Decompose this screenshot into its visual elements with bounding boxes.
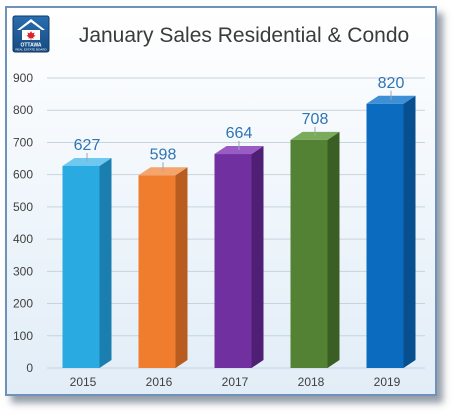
value-label: 664 xyxy=(226,125,253,142)
bar-front xyxy=(366,103,404,369)
bar-side xyxy=(251,146,264,368)
x-tick-label: 2017 xyxy=(222,375,249,389)
bar-front xyxy=(214,154,252,368)
bar-2018 xyxy=(290,131,340,368)
bar-side xyxy=(99,157,112,368)
y-tick-label: 700 xyxy=(13,135,33,149)
value-labels: 627 598 664 708 820 xyxy=(74,75,405,172)
chart-frame: OTTAWA REAL ESTATE BOARD January Sales R… xyxy=(5,6,437,396)
chart-title: January Sales Residential & Condo xyxy=(79,24,409,47)
bar-2017 xyxy=(214,146,264,368)
ottawa-real-estate-board-logo: OTTAWA REAL ESTATE BOARD xyxy=(12,15,50,53)
y-tick-label: 300 xyxy=(13,264,33,278)
x-tick-label: 2015 xyxy=(70,375,97,389)
bar-front xyxy=(290,139,328,368)
value-label: 598 xyxy=(150,146,177,163)
bar-front xyxy=(62,165,100,368)
bar-front xyxy=(138,175,176,368)
bar-2019 xyxy=(366,95,416,369)
y-tick-label: 900 xyxy=(13,71,33,85)
value-label: 820 xyxy=(378,75,405,92)
x-tick-label: 2019 xyxy=(374,375,401,389)
bars xyxy=(62,95,416,369)
bar-side xyxy=(327,131,340,368)
x-tick-label: 2018 xyxy=(298,375,325,389)
bar-side xyxy=(175,167,188,368)
logo-tagline: REAL ESTATE BOARD xyxy=(15,48,47,52)
y-tick-label: 100 xyxy=(13,329,33,343)
x-tick-label: 2016 xyxy=(146,375,173,389)
chart-canvas: OTTAWA REAL ESTATE BOARD January Sales R… xyxy=(12,15,425,389)
y-axis-ticks: 0 100 200 300 400 500 600 700 800 900 xyxy=(13,71,33,375)
value-label: 708 xyxy=(302,111,329,128)
y-tick-label: 800 xyxy=(13,103,33,117)
x-axis-ticks: 2015 2016 2017 2018 2019 xyxy=(70,375,401,389)
y-tick-label: 600 xyxy=(13,168,33,182)
value-label: 627 xyxy=(74,137,101,154)
y-tick-label: 500 xyxy=(13,200,33,214)
y-tick-label: 200 xyxy=(13,297,33,311)
y-tick-label: 0 xyxy=(26,361,33,375)
bar-side xyxy=(403,95,416,369)
maple-leaf-icon xyxy=(26,31,36,40)
logo-name: OTTAWA xyxy=(20,43,41,49)
y-tick-label: 400 xyxy=(13,232,33,246)
bar-2015 xyxy=(62,157,112,368)
bar-2016 xyxy=(138,167,188,368)
house-roof-icon xyxy=(17,19,45,30)
